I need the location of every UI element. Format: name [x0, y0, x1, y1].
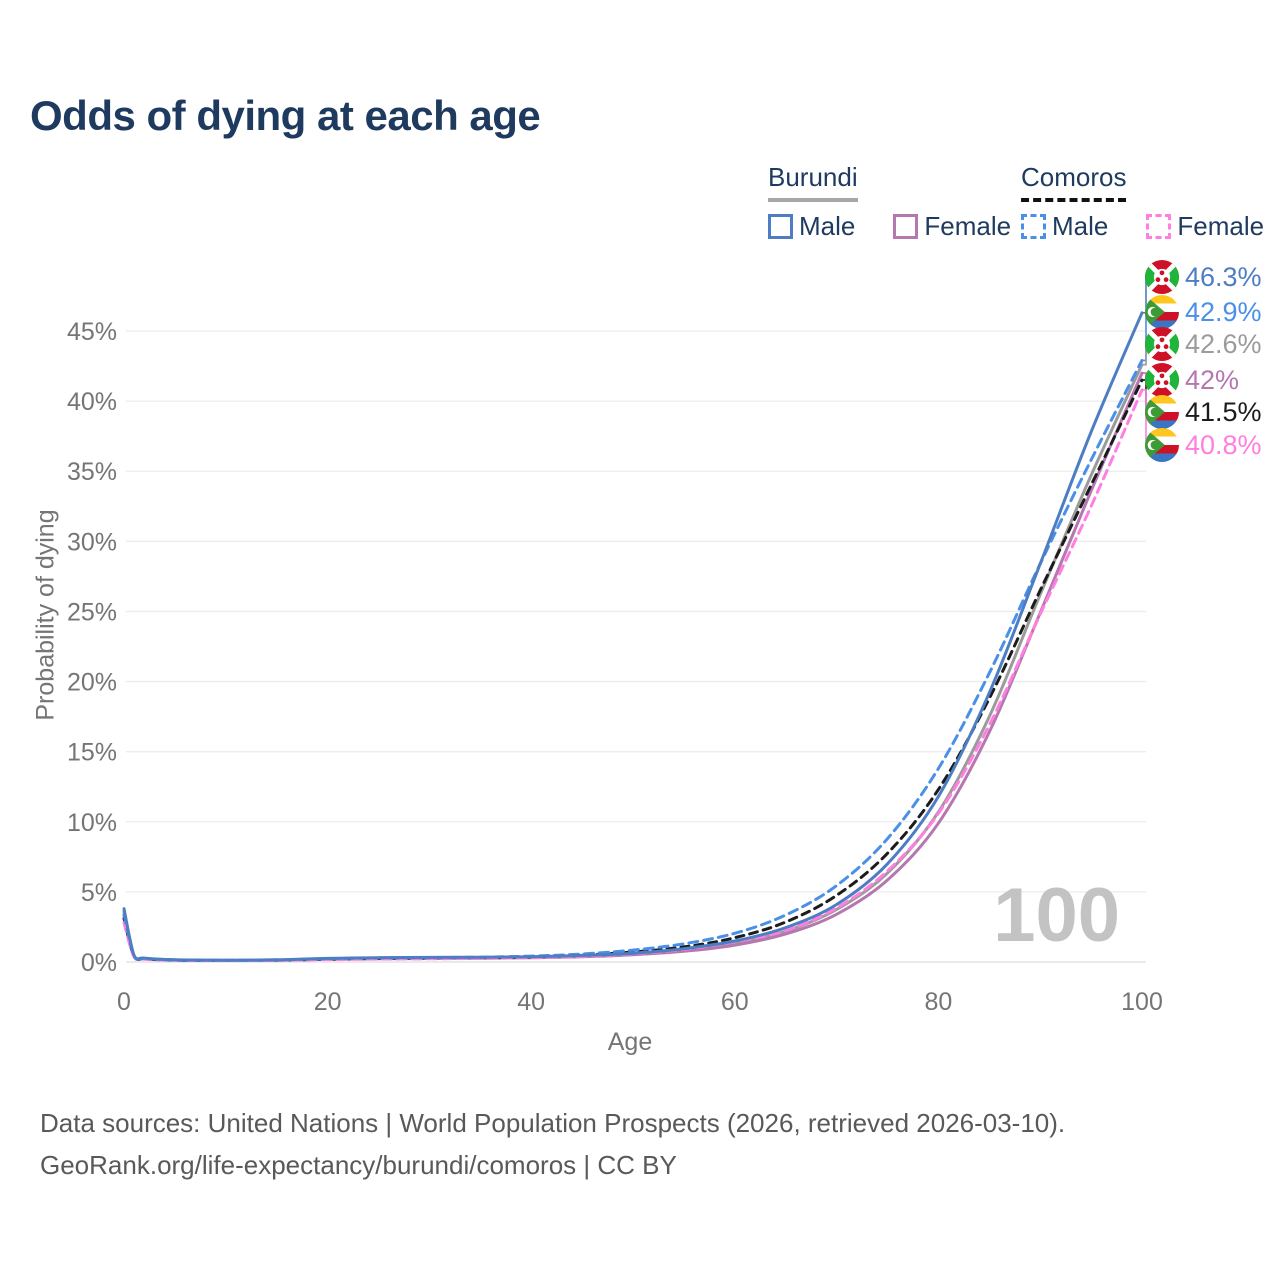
- end-label-value: 41.5%: [1185, 397, 1262, 427]
- data-source-text: Data sources: United Nations | World Pop…: [40, 1108, 1066, 1138]
- legend-item-label: Male: [799, 211, 856, 241]
- attribution-url-text: GeoRank.org/life-expectancy/burundi/como…: [40, 1150, 677, 1180]
- legend-item-comoros-female[interactable]: Female: [1146, 211, 1264, 242]
- y-tick-label: 25%: [67, 598, 117, 626]
- x-tick-label: 60: [721, 988, 749, 1016]
- x-tick-label: 0: [117, 988, 131, 1016]
- y-tick-label: 5%: [81, 879, 117, 907]
- comoros-flag-icon: [1145, 428, 1179, 462]
- end-label-value: 42%: [1185, 365, 1240, 395]
- legend-item-label: Male: [1052, 211, 1109, 241]
- end-label-comoros-male: 42.9%: [1145, 295, 1262, 329]
- legend-item-burundi-female[interactable]: Female: [893, 211, 1011, 242]
- burundi-flag-icon: [1145, 363, 1179, 397]
- legend-group-comoros: Comoros Male Female: [1021, 162, 1264, 242]
- series-line-burundi-male: [122, 311, 1144, 962]
- legend-item-burundi-male[interactable]: Male: [768, 211, 855, 242]
- series-line-burundi-both: [122, 363, 1144, 962]
- series-line-burundi-female: [122, 371, 1144, 963]
- x-tick-label: 100: [1121, 988, 1163, 1016]
- comoros-female-swatch-icon: [1146, 214, 1172, 239]
- end-label-burundi-male: 46.3%: [1145, 260, 1262, 294]
- end-label-comoros-female: 40.8%: [1145, 428, 1262, 462]
- x-tick-label: 80: [924, 988, 952, 1016]
- x-tick-label: 40: [517, 988, 545, 1016]
- comoros-flag-icon: [1145, 395, 1179, 429]
- y-tick-label: 20%: [67, 669, 117, 697]
- end-label-value: 42.9%: [1185, 297, 1262, 327]
- burundi-male-swatch-icon: [768, 214, 793, 239]
- y-tick-label: 15%: [67, 739, 117, 767]
- y-tick-label: 30%: [67, 528, 117, 556]
- legend-group-burundi: Burundi Male Female: [768, 162, 1011, 242]
- end-label-value: 40.8%: [1185, 430, 1262, 460]
- page-title: Odds of dying at each age: [30, 92, 541, 139]
- end-label-value: 46.3%: [1185, 262, 1262, 292]
- y-tick-label: 45%: [67, 318, 117, 346]
- legend-row-comoros: Male Female: [1021, 211, 1264, 242]
- legend-item-label: Female: [1177, 211, 1265, 241]
- y-tick-label: 40%: [67, 388, 117, 416]
- end-label-value: 42.6%: [1185, 329, 1262, 359]
- legend-item-comoros-male[interactable]: Male: [1021, 211, 1108, 242]
- legend-header-burundi: Burundi: [768, 162, 858, 202]
- x-tick-label: 20: [314, 988, 342, 1016]
- legend-header-comoros: Comoros: [1021, 162, 1127, 202]
- y-tick-label: 10%: [67, 809, 117, 837]
- end-label-burundi-both: 42.6%: [1145, 327, 1262, 361]
- comoros-male-swatch-icon: [1021, 214, 1046, 239]
- x-axis-title: Age: [607, 1028, 653, 1056]
- end-label-burundi-female: 42%: [1145, 363, 1239, 397]
- comoros-flag-icon: [1145, 295, 1179, 329]
- burundi-female-swatch-icon: [893, 214, 919, 239]
- y-tick-label: 0%: [81, 949, 117, 977]
- series-line-comoros-male: [122, 358, 1144, 962]
- legend-item-label: Female: [924, 211, 1012, 241]
- y-axis-title: Probability of dying: [31, 509, 60, 721]
- age-watermark: 100: [993, 873, 1120, 958]
- end-label-comoros-both: 41.5%: [1145, 395, 1262, 429]
- burundi-flag-icon: [1145, 260, 1179, 294]
- y-tick-label: 35%: [67, 458, 117, 486]
- burundi-flag-icon: [1145, 327, 1179, 361]
- legend-row-burundi: Male Female: [768, 211, 1011, 242]
